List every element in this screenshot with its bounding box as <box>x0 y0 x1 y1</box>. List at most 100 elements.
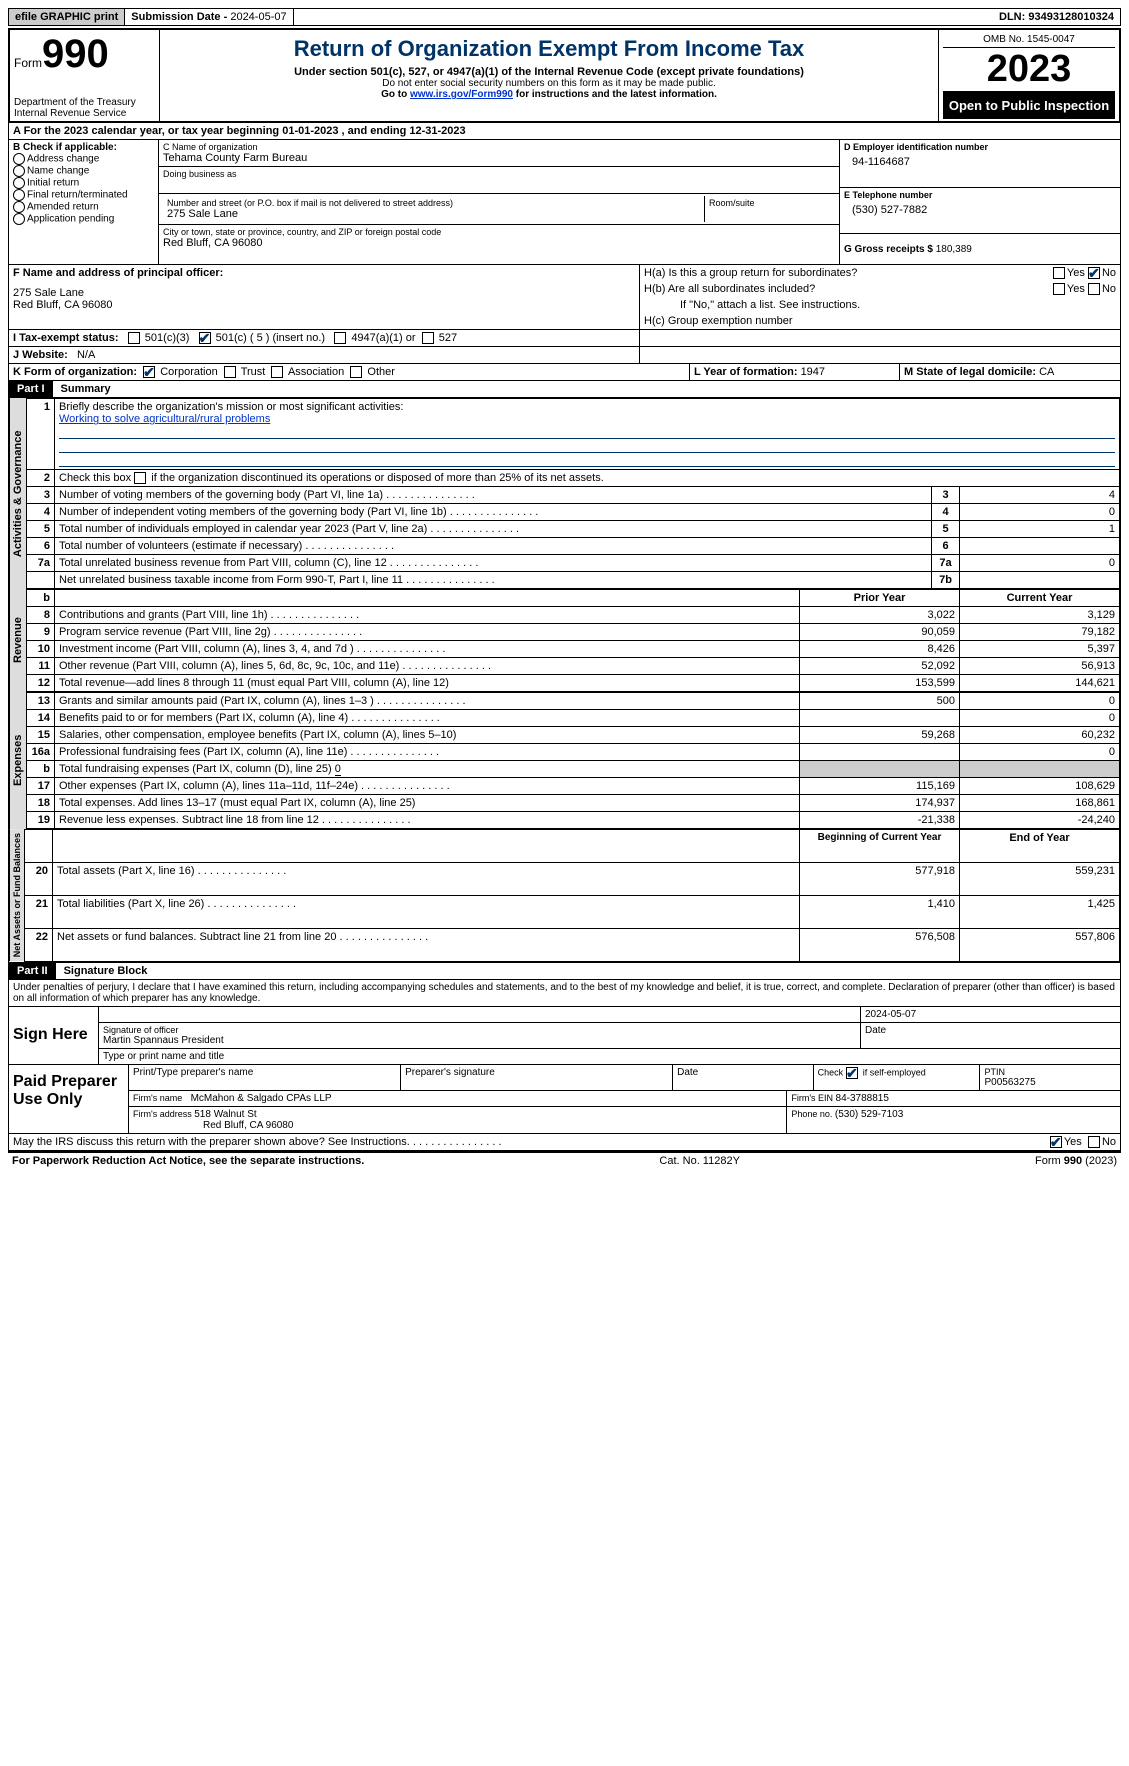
submission-date-label: Submission Date - <box>131 11 230 23</box>
form-footer: Form 990 (2023) <box>1035 1155 1117 1167</box>
box-l: L Year of formation: 1947 <box>690 364 900 380</box>
net-row-21: 21Total liabilities (Part X, line 26)1,4… <box>25 896 1120 929</box>
gov-row-4: 4Number of independent voting members of… <box>27 504 1120 521</box>
room-label: Room/suite <box>709 198 831 208</box>
firm-phone: (530) 529-7103 <box>835 1109 903 1120</box>
section-governance: Activities & Governance 1 Briefly descri… <box>8 398 1121 589</box>
rev-row-12: 12Total revenue—add lines 8 through 11 (… <box>27 675 1120 692</box>
tab-governance: Activities & Governance <box>9 398 26 589</box>
city-state-zip: Red Bluff, CA 96080 <box>163 237 835 249</box>
officer-name: Martin Spannaus President <box>103 1035 856 1046</box>
exp-row-14: 14Benefits paid to or for members (Part … <box>27 710 1120 727</box>
cb-corporation[interactable] <box>143 366 155 378</box>
cb-trust[interactable] <box>224 366 236 378</box>
discuss-no-cb[interactable] <box>1088 1136 1100 1148</box>
cb-address-change[interactable]: Address change <box>13 153 154 165</box>
cb-501c[interactable] <box>199 332 211 344</box>
fundraising-total: 0 <box>335 763 341 776</box>
gov-6-text: Total number of volunteers (estimate if … <box>55 538 932 555</box>
cb-other[interactable] <box>350 366 362 378</box>
hb-no-cb[interactable] <box>1088 283 1100 295</box>
part2-label: Part II <box>9 963 56 979</box>
website-label: J Website: <box>13 349 68 361</box>
cb-name-change[interactable]: Name change <box>13 165 154 177</box>
box-deg: D Employer identification number94-11646… <box>840 140 1120 264</box>
hb-yes-cb[interactable] <box>1053 283 1065 295</box>
officer-addr1: 275 Sale Lane <box>13 287 635 299</box>
top-bar: efile GRAPHIC print Submission Date - 20… <box>8 8 1121 26</box>
tax-exempt-status: I Tax-exempt status: 501(c)(3) 501(c) ( … <box>9 330 640 346</box>
year-end: 12-31-2023 <box>409 125 465 137</box>
gov-4-val: 0 <box>960 504 1120 521</box>
section-expenses: Expenses 13Grants and similar amounts pa… <box>8 692 1121 829</box>
firm-phone-label: Phone no. <box>791 1109 835 1119</box>
row-a-tax-year: A For the 2023 calendar year, or tax yea… <box>8 123 1121 140</box>
submission-date-value: 2024-05-07 <box>230 11 286 23</box>
type-name-label: Type or print name and title <box>99 1049 1120 1064</box>
goto-post: for instructions and the latest informat… <box>513 89 717 100</box>
gov-6-val <box>960 538 1120 555</box>
cb-initial-return[interactable]: Initial return <box>13 177 154 189</box>
line2-text2: if the organization discontinued its ope… <box>148 472 604 484</box>
rev-row-8: 8Contributions and grants (Part VIII, li… <box>27 607 1120 624</box>
row-a-mid: , and ending <box>338 125 409 137</box>
perjury-statement: Under penalties of perjury, I declare th… <box>8 980 1121 1007</box>
cb-4947[interactable] <box>334 332 346 344</box>
website-value: N/A <box>77 349 95 361</box>
gov-7a-text: Total unrelated business revenue from Pa… <box>55 555 932 572</box>
year-formation: 1947 <box>801 366 825 378</box>
exp-row-16a: 16aProfessional fundraising fees (Part I… <box>27 744 1120 761</box>
section-bcd: B Check if applicable: Address change Na… <box>8 140 1121 265</box>
col-prior-year: Prior Year <box>800 590 960 607</box>
hb-question: H(b) Are all subordinates included? <box>644 283 1053 295</box>
cb-527[interactable] <box>422 332 434 344</box>
tab-revenue: Revenue <box>9 589 26 692</box>
rev-row-10: 10Investment income (Part VIII, column (… <box>27 641 1120 658</box>
box-c: C Name of organizationTehama County Farm… <box>159 140 840 264</box>
gov-7b-text: Net unrelated business taxable income fr… <box>55 572 932 589</box>
mission-text[interactable]: Working to solve agricultural/rural prob… <box>59 413 270 425</box>
rev-row-9: 9Program service revenue (Part VIII, lin… <box>27 624 1120 641</box>
col-current-year: Current Year <box>960 590 1120 607</box>
header-right-box: OMB No. 1545-0047 2023 Open to Public In… <box>939 30 1119 121</box>
state-domicile: CA <box>1039 366 1054 378</box>
exp-row-15: 15Salaries, other compensation, employee… <box>27 727 1120 744</box>
gov-row-6: 6Total number of volunteers (estimate if… <box>27 538 1120 555</box>
row-j: J Website: N/A <box>8 347 1121 364</box>
box-h: H(a) Is this a group return for subordin… <box>640 265 1120 329</box>
exp-row-19: 19Revenue less expenses. Subtract line 1… <box>27 812 1120 829</box>
box-k: K Form of organization: Corporation Trus… <box>9 364 690 380</box>
discuss-yes-cb[interactable] <box>1050 1136 1062 1148</box>
paid-preparer-block: Paid Preparer Use Only Print/Type prepar… <box>8 1065 1121 1134</box>
open-to-public: Open to Public Inspection <box>943 92 1115 119</box>
row-i-label: I Tax-exempt status: <box>13 332 119 344</box>
cb-discontinued[interactable] <box>134 472 146 484</box>
header-title-box: Return of Organization Exempt From Incom… <box>160 30 939 121</box>
exp-row-18: 18Total expenses. Add lines 13–17 (must … <box>27 795 1120 812</box>
date-label: Date <box>861 1023 1120 1048</box>
cb-501c3[interactable] <box>128 332 140 344</box>
ha-no-cb[interactable] <box>1088 267 1100 279</box>
efile-print-button[interactable]: efile GRAPHIC print <box>9 9 125 25</box>
row-klm: K Form of organization: Corporation Trus… <box>8 364 1121 381</box>
sign-here-label: Sign Here <box>9 1007 99 1064</box>
cb-amended-return[interactable]: Amended return <box>13 201 154 213</box>
cb-association[interactable] <box>271 366 283 378</box>
city-label: City or town, state or province, country… <box>163 227 835 237</box>
cb-self-employed[interactable] <box>846 1067 858 1079</box>
firm-addr1: 518 Walnut St <box>194 1109 256 1120</box>
phone-value: (530) 527-7882 <box>844 200 1116 220</box>
exp-row-13: 13Grants and similar amounts paid (Part … <box>27 693 1120 710</box>
prep-name-label: Print/Type preparer's name <box>129 1065 401 1090</box>
cb-application-pending[interactable]: Application pending <box>13 213 154 225</box>
form-subtitle: Under section 501(c), 527, or 4947(a)(1)… <box>164 66 934 78</box>
ha-yes-cb[interactable] <box>1053 267 1065 279</box>
irs-link[interactable]: www.irs.gov/Form990 <box>410 89 513 100</box>
cb-final-return[interactable]: Final return/terminated <box>13 189 154 201</box>
col-beginning-year: Beginning of Current Year <box>800 830 960 863</box>
part1-label: Part I <box>9 381 53 397</box>
gov-5-val: 1 <box>960 521 1120 538</box>
gov-row-3: 3Number of voting members of the governi… <box>27 487 1120 504</box>
officer-addr2: Red Bluff, CA 96080 <box>13 299 635 311</box>
prep-sig-label: Preparer's signature <box>401 1065 673 1090</box>
